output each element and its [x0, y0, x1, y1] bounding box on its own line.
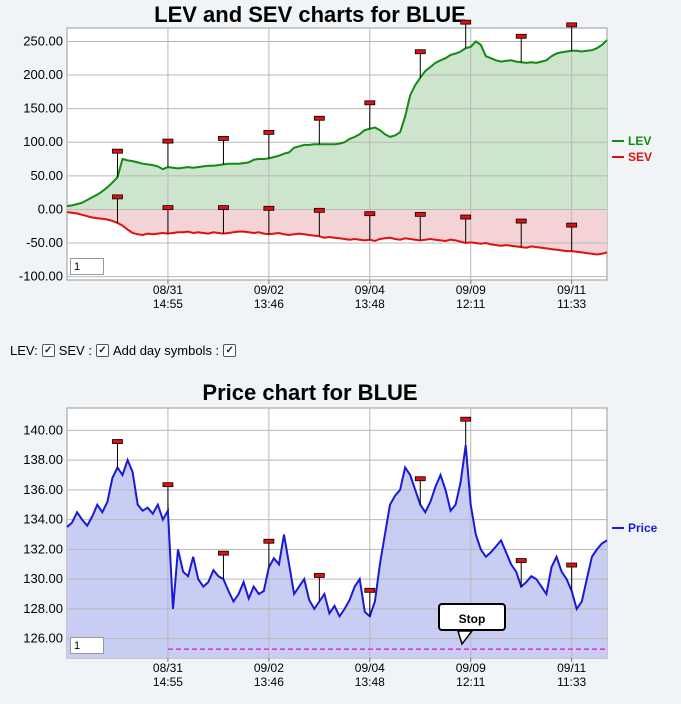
- legend-lev-swatch: [612, 140, 624, 142]
- x-tick-time: 13:48: [355, 297, 385, 311]
- sev-area: [67, 209, 607, 255]
- legend-sev[interactable]: SEV: [612, 150, 652, 164]
- lev-sev-chart: 250.00 200.00 150.00 100.00 50.00 0.00 -50.00 -…: [19, 19, 608, 311]
- day-marker-flag: [218, 136, 229, 141]
- x-tick-date: 09/11: [557, 661, 586, 675]
- day-marker-flag: [364, 211, 376, 217]
- x-tick-date: 09/11: [557, 283, 586, 297]
- day-marker-flag: [515, 558, 527, 563]
- day-marker-flag: [263, 205, 275, 211]
- series-line-price: [66, 445, 608, 619]
- y-tick-label: 130.00: [23, 571, 63, 586]
- legend-sev-swatch: [612, 156, 624, 158]
- x-tick-time: 13:46: [254, 297, 284, 311]
- y-tick-label: 140.00: [23, 422, 63, 437]
- day-marker-flag: [414, 476, 426, 482]
- series-line-lev: [66, 39, 608, 208]
- sev-checkbox[interactable]: ✓: [95, 344, 109, 357]
- day-marker-flag: [364, 100, 376, 106]
- y-tick-label: 132.00: [23, 541, 63, 556]
- x-tick-time: 14:55: [153, 675, 183, 689]
- day-marker-flag: [218, 205, 229, 211]
- day-marker-flag: [162, 205, 174, 211]
- y-tick-label: 136.00: [23, 482, 63, 497]
- legend-lev-label: LEV: [628, 134, 652, 148]
- y-tick-label: 126.00: [23, 631, 63, 646]
- legend-sev-label: SEV: [628, 150, 653, 164]
- x-tick-time: 12:11: [456, 297, 485, 311]
- day-marker-flag: [460, 19, 472, 25]
- y-tick-label: 250.00: [23, 33, 63, 48]
- day-marker-flag: [162, 482, 174, 488]
- y-tick-label: 0.00: [38, 201, 63, 216]
- day-marker-flag: [263, 538, 275, 544]
- x-tick-time: 13:48: [355, 675, 385, 689]
- series-line-sev: [66, 211, 608, 256]
- day-marker-flag: [112, 194, 123, 200]
- x-tick-date: 09/04: [355, 661, 385, 675]
- x-tick-date: 09/09: [456, 661, 486, 675]
- y-tick-label: -50.00: [26, 235, 63, 250]
- y-tick-label: -100.00: [19, 269, 63, 284]
- y-tick-label: 100.00: [23, 134, 63, 149]
- sev-toggle-label: SEV :: [58, 343, 92, 358]
- x-tick-date: 09/04: [355, 283, 385, 297]
- stop-callout-pointer: [456, 630, 474, 646]
- x-tick-date: 08/31: [153, 283, 183, 297]
- price-chart-title: Price chart for BLUE: [202, 380, 418, 405]
- day-marker-flag: [313, 115, 325, 121]
- x-tick-date: 09/09: [456, 283, 486, 297]
- price-chart: 140.00 138.00 136.00 134.00 132.00 130.00 128.…: [23, 407, 608, 689]
- legend-lev[interactable]: LEV: [612, 134, 651, 148]
- day-marker-flag: [112, 148, 123, 154]
- day-symbols-label: Add day symbols :: [112, 343, 220, 358]
- x-tick-time: 14:55: [153, 297, 183, 311]
- day-marker-flag: [566, 22, 578, 28]
- day-marker-flag: [162, 138, 174, 144]
- day-symbols-checkbox[interactable]: ✓: [223, 344, 237, 357]
- price-zoom-input[interactable]: 1: [70, 637, 104, 654]
- y-tick-label: 150.00: [23, 101, 63, 116]
- y-tick-label: 134.00: [23, 512, 63, 527]
- lev-toggle-label: LEV:: [10, 343, 38, 358]
- day-marker-flag: [263, 129, 275, 135]
- day-marker-flag: [313, 207, 325, 213]
- day-marker-flag: [460, 214, 472, 220]
- day-marker-flag: [460, 416, 472, 422]
- day-marker-flag: [313, 573, 325, 578]
- stop-annotation: Stop: [438, 603, 506, 631]
- y-tick-label: 128.00: [23, 601, 63, 616]
- x-tick-time: 11:33: [557, 675, 586, 689]
- y-tick-label: 200.00: [23, 67, 63, 82]
- lev-sev-zoom-input[interactable]: 1: [70, 258, 104, 275]
- x-tick-date: 09/02: [254, 661, 284, 675]
- chart-controls: LEV: ✓ SEV : ✓ Add day symbols : ✓: [10, 343, 237, 358]
- day-marker-flag: [218, 550, 229, 556]
- x-tick-date: 08/31: [153, 661, 183, 675]
- legend-price-swatch: [612, 527, 624, 529]
- day-marker-flag: [414, 49, 426, 55]
- y-tick-label: 50.00: [30, 168, 63, 183]
- x-tick-date: 09/02: [254, 283, 284, 297]
- day-marker-flag: [515, 33, 527, 39]
- day-marker-flag: [414, 211, 426, 217]
- legend-price-label: Price: [628, 521, 658, 535]
- x-tick-time: 11:33: [557, 297, 586, 311]
- day-marker-flag: [364, 587, 376, 593]
- day-marker-flag: [112, 439, 123, 444]
- x-tick-time: 12:11: [456, 675, 485, 689]
- lev-checkbox[interactable]: ✓: [41, 344, 55, 357]
- y-tick-label: 138.00: [23, 452, 63, 467]
- day-marker-flag: [566, 562, 578, 568]
- lev-sev-chart-title: LEV and SEV charts for BLUE: [154, 2, 466, 27]
- legend-price[interactable]: Price: [612, 521, 657, 535]
- day-marker-flag: [566, 222, 578, 228]
- x-tick-time: 13:46: [254, 675, 284, 689]
- day-marker-flag: [515, 218, 527, 224]
